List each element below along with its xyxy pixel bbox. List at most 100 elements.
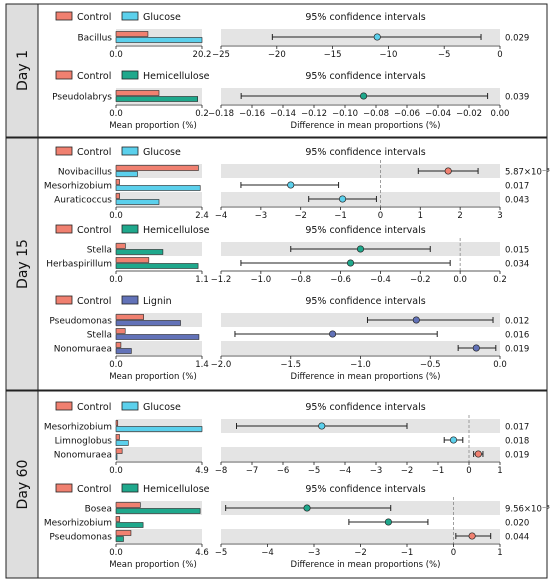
ci-point	[444, 167, 452, 175]
p-value: 0.017	[505, 423, 529, 433]
legend-swatch-treatment	[121, 401, 139, 411]
xlabel-mean-proportion: Mean proportion (%)	[109, 560, 197, 570]
diff-tick-label: −2.0	[211, 360, 232, 370]
row-band	[116, 341, 202, 355]
legend-label-treatment: Glucose	[143, 402, 181, 413]
ci-point	[339, 195, 347, 203]
diff-tick-label: −1.5	[280, 360, 301, 370]
legend-label-treatment: Hemicellulose	[143, 484, 210, 495]
p-value: 0.044	[505, 533, 529, 543]
bar-treatment	[115, 454, 118, 460]
row-band	[221, 341, 500, 355]
legend-label-control: Control	[77, 12, 111, 23]
bar-treatment	[115, 508, 201, 514]
ci-point	[449, 436, 458, 444]
bar-control	[115, 420, 119, 426]
p-value: 0.019	[505, 345, 529, 355]
bar-treatment	[115, 320, 181, 326]
chart-panel: Control Glucose 95% confidence intervals No…	[44, 146, 550, 221]
diff-tick-label: −2	[401, 466, 414, 476]
legend-swatch-control	[55, 401, 73, 411]
taxon-label: Nonomuraea	[54, 345, 112, 355]
diff-tick-label: 0	[497, 50, 502, 60]
diff-tick-label: −7	[246, 466, 259, 476]
diff-tick-label: −0.12	[301, 109, 327, 119]
diff-tick-label: −8	[215, 466, 228, 476]
taxon-label: Bosea	[85, 505, 112, 515]
bar-treatment	[115, 171, 138, 177]
diff-tick-label: −5	[215, 548, 228, 558]
prop-tick-label: 1.1	[195, 275, 209, 285]
chart-panels: Control Glucose 95% confidence intervals Ba…	[44, 11, 550, 570]
row-band	[116, 529, 202, 543]
diff-tick-label: 0	[466, 466, 471, 476]
diff-tick-label: −0.18	[208, 109, 234, 119]
ci-point	[287, 181, 295, 189]
legend-label-treatment: Hemicellulose	[143, 71, 210, 82]
diff-tick-label: −10	[379, 50, 397, 60]
bar-treatment	[115, 348, 132, 354]
ci-point	[468, 532, 476, 540]
ci-point	[474, 450, 482, 458]
day-label: Day 15	[15, 239, 31, 289]
diff-tick-label: −4	[339, 466, 352, 476]
prop-tick-label: 2.4	[195, 211, 209, 221]
taxon-label: Mesorhizobium	[44, 519, 112, 529]
legend-label-treatment: Lignin	[143, 296, 172, 307]
prop-tick-label: 0.0	[109, 548, 123, 558]
row-band	[221, 164, 500, 178]
xlabel-difference: Difference in mean proportions (%)	[291, 121, 441, 131]
ci-point	[472, 344, 480, 352]
bar-control	[115, 434, 120, 440]
prop-tick-label: 1.4	[195, 360, 209, 370]
bar-control	[115, 90, 160, 96]
ci-point	[360, 92, 368, 100]
bar-treatment	[115, 536, 124, 542]
p-value: 0.018	[505, 437, 529, 447]
diff-tick-label: −1	[334, 211, 347, 221]
taxon-label: Pseudolabrys	[52, 93, 112, 103]
diff-tick-label: −0.06	[394, 109, 420, 119]
legend-label-treatment: Glucose	[143, 12, 181, 23]
day-section: Day 1	[5, 3, 548, 138]
prop-tick-label: 0.0	[109, 211, 123, 221]
bar-control	[115, 179, 120, 185]
legend-label-control: Control	[77, 296, 111, 307]
bar-control	[115, 31, 149, 37]
legend-swatch-control	[55, 224, 73, 234]
p-value: 0.029	[505, 34, 529, 44]
ci-title: 95% confidence intervals	[305, 71, 425, 82]
diff-tick-label: 1	[497, 548, 502, 558]
prop-tick-label: 0.0	[109, 50, 123, 60]
legend-label-treatment: Hemicellulose	[143, 225, 210, 236]
legend-swatch-treatment	[121, 224, 139, 234]
diff-tick-label: −2	[294, 211, 307, 221]
diff-tick-label: −0.04	[425, 109, 451, 119]
row-band	[221, 529, 500, 543]
diff-tick-label: 0	[378, 211, 383, 221]
diff-tick-label: −4	[215, 211, 228, 221]
bar-control	[115, 243, 126, 249]
diff-tick-label: −0.4	[370, 275, 391, 285]
bar-control	[115, 516, 121, 522]
ci-point	[318, 422, 326, 430]
legend-swatch-control	[55, 70, 73, 80]
diff-tick-label: 1	[497, 466, 502, 476]
taxon-label: Novibacillus	[58, 168, 112, 178]
diff-tick-label: −1	[432, 466, 445, 476]
diff-tick-label: −2	[354, 548, 367, 558]
ci-title: 95% confidence intervals	[305, 402, 425, 413]
ci-title: 95% confidence intervals	[305, 296, 425, 307]
p-value: 0.019	[505, 451, 529, 461]
diff-tick-label: 0.00	[491, 109, 510, 119]
xlabel-mean-proportion: Mean proportion (%)	[109, 121, 197, 131]
diff-tick-label: −5	[438, 50, 451, 60]
legend-swatch-control	[55, 295, 73, 305]
legend-swatch-control	[55, 483, 73, 493]
taxon-label: Pseudomonas	[49, 533, 112, 543]
taxon-label: Bacillus	[77, 34, 112, 44]
ci-point	[346, 259, 355, 267]
ci-title: 95% confidence intervals	[305, 484, 425, 495]
bar-treatment	[115, 96, 198, 102]
ci-title: 95% confidence intervals	[305, 147, 425, 158]
